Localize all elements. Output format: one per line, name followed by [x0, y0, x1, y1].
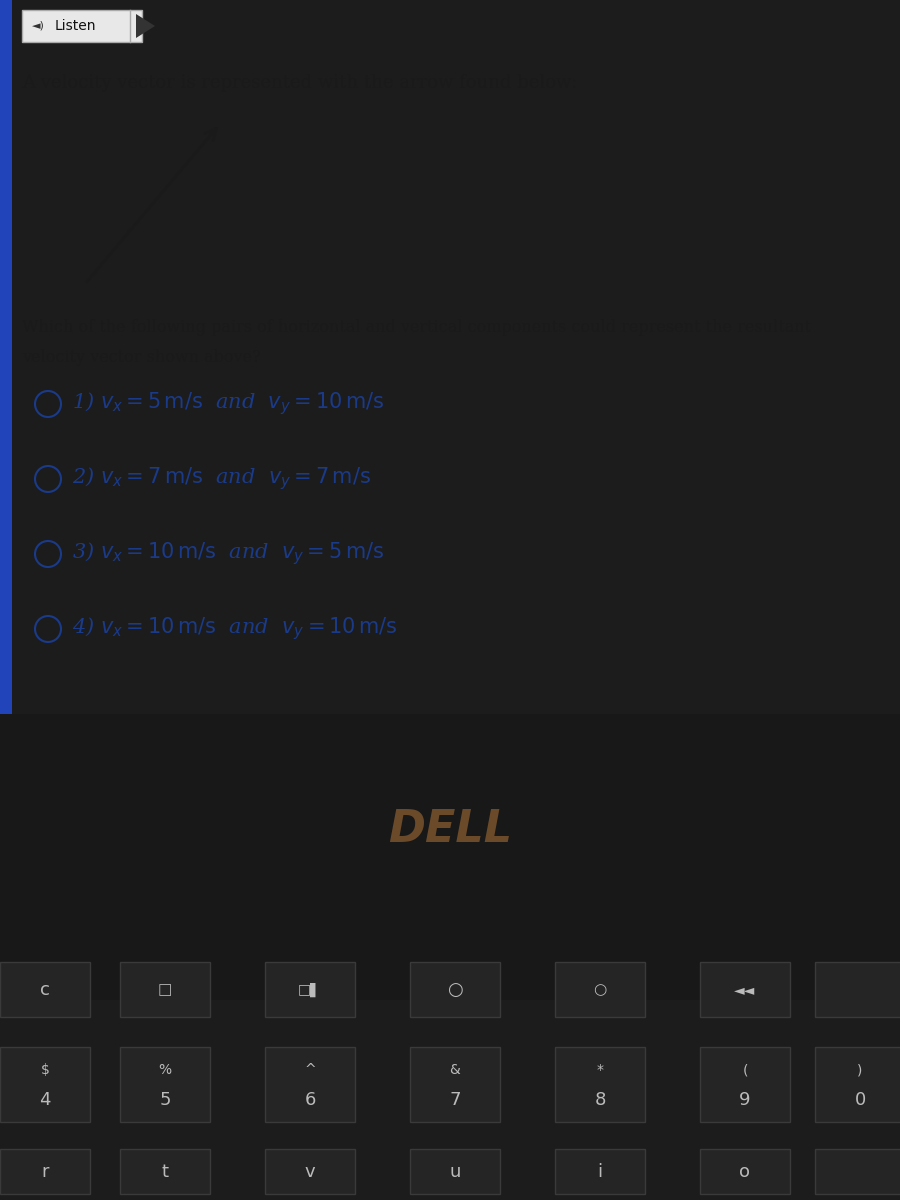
Bar	[265, 1150, 355, 1194]
Text: ◄): ◄)	[32, 20, 45, 31]
Text: DELL: DELL	[388, 809, 512, 852]
Bar	[815, 1150, 900, 1194]
Bar	[22, 10, 142, 42]
Text: ^: ^	[304, 1063, 316, 1078]
Text: i: i	[598, 1163, 603, 1181]
Text: c: c	[40, 980, 50, 998]
Bar	[265, 1046, 355, 1122]
Bar	[410, 1150, 500, 1194]
Bar	[0, 1046, 90, 1122]
Bar	[555, 1150, 645, 1194]
Text: 4: 4	[40, 1091, 50, 1109]
Text: &: &	[450, 1063, 461, 1078]
Text: o: o	[740, 1163, 751, 1181]
Text: 9: 9	[739, 1091, 751, 1109]
Bar	[700, 1150, 790, 1194]
Text: 0: 0	[854, 1091, 866, 1109]
Text: r: r	[41, 1163, 49, 1181]
Text: 4) $v_x = 10\,\mathrm{m/s}$  and  $v_y = 10\,\mathrm{m/s}$: 4) $v_x = 10\,\mathrm{m/s}$ and $v_y = 1…	[72, 616, 398, 642]
Text: □▌: □▌	[298, 983, 322, 997]
Bar	[555, 962, 645, 1016]
Text: 1) $v_x = 5\,\mathrm{m/s}$  and  $v_y = 10\,\mathrm{m/s}$: 1) $v_x = 5\,\mathrm{m/s}$ and $v_y = 10…	[72, 391, 384, 418]
Text: $: $	[40, 1063, 50, 1078]
Text: velocity vector shown above?: velocity vector shown above?	[22, 349, 261, 366]
Bar	[0, 0, 12, 714]
Text: ○: ○	[593, 983, 607, 997]
Polygon shape	[136, 14, 155, 38]
Text: □: □	[158, 983, 172, 997]
Text: v: v	[305, 1163, 315, 1181]
Text: %: %	[158, 1063, 172, 1078]
Bar	[265, 962, 355, 1016]
Bar	[700, 962, 790, 1016]
Text: 6: 6	[304, 1091, 316, 1109]
Text: 3) $v_x = 10\,\mathrm{m/s}$  and  $v_y = 5\,\mathrm{m/s}$: 3) $v_x = 10\,\mathrm{m/s}$ and $v_y = 5…	[72, 540, 384, 568]
Bar	[555, 1046, 645, 1122]
Text: 7: 7	[449, 1091, 461, 1109]
Bar	[120, 1046, 210, 1122]
Bar	[0, 1150, 90, 1194]
Text: u: u	[449, 1163, 461, 1181]
Bar	[815, 962, 900, 1016]
Text: 8: 8	[594, 1091, 606, 1109]
Bar	[0, 962, 90, 1016]
Text: ○: ○	[447, 980, 463, 998]
Bar	[700, 1046, 790, 1122]
Text: *: *	[597, 1063, 604, 1078]
Bar	[120, 1150, 210, 1194]
Text: A velocity vector is represented with the arrow found below:: A velocity vector is represented with th…	[22, 74, 578, 92]
Bar	[410, 1046, 500, 1122]
Text: ◄◄: ◄◄	[734, 983, 756, 997]
Text: ): )	[858, 1063, 863, 1078]
Text: 5: 5	[159, 1091, 171, 1109]
Text: Listen: Listen	[55, 19, 96, 32]
Text: (: (	[742, 1063, 748, 1078]
Text: 2) $v_x = 7\,\mathrm{m/s}$  and  $v_y = 7\,\mathrm{m/s}$: 2) $v_x = 7\,\mathrm{m/s}$ and $v_y = 7\…	[72, 466, 371, 492]
Text: t: t	[161, 1163, 168, 1181]
Bar	[410, 962, 500, 1016]
Bar	[0, 714, 900, 1000]
Text: Which of the following pairs of horizontal and vertical components could represe: Which of the following pairs of horizont…	[22, 319, 811, 336]
Bar	[120, 962, 210, 1016]
Bar	[815, 1046, 900, 1122]
